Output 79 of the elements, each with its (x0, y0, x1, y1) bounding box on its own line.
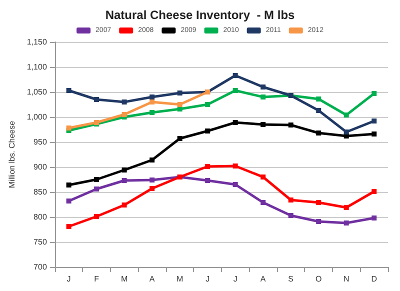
point (316, 130, 322, 136)
point (232, 88, 238, 93)
point (66, 224, 72, 229)
point (232, 120, 238, 125)
y-tick-label: 700 (34, 262, 48, 272)
x-tick-label: M (120, 274, 128, 284)
point (344, 112, 349, 118)
point (94, 186, 100, 192)
point (288, 198, 294, 202)
point (232, 73, 238, 78)
y-tick-label: 1,150 (26, 38, 48, 46)
point (177, 102, 182, 107)
x-tick-label: F (94, 274, 100, 284)
point (372, 118, 377, 124)
x-tick-label: M (176, 274, 184, 284)
y-tick-label: 1,000 (26, 112, 48, 122)
point (232, 164, 238, 168)
point (66, 88, 72, 93)
point (94, 214, 100, 219)
y-tick-label: 1,050 (26, 88, 48, 96)
y-tick-label: 800 (34, 212, 48, 222)
point (94, 177, 100, 182)
point (122, 202, 127, 208)
y-tick-label: 750 (34, 238, 48, 246)
point (150, 186, 155, 191)
x-tick-label: J (233, 274, 238, 284)
point (344, 205, 349, 210)
point (94, 97, 100, 102)
point (177, 136, 182, 141)
point (205, 178, 210, 183)
point (177, 90, 182, 96)
x-tick-label: O (315, 274, 322, 284)
chart-title: Natural Cheese Inventory - M lbs (105, 8, 296, 22)
point (122, 168, 127, 172)
point (260, 122, 266, 127)
point (372, 189, 377, 194)
point (122, 100, 127, 104)
x-tick-label: A (260, 274, 266, 284)
x-tick-label: S (288, 274, 294, 284)
point (372, 91, 377, 96)
point (316, 219, 322, 224)
point (232, 182, 238, 187)
point (150, 100, 155, 104)
point (260, 200, 266, 205)
point (66, 198, 72, 204)
x-tick-label: A (149, 274, 156, 284)
point (372, 132, 377, 136)
point (150, 94, 155, 100)
x-tick-label: J (206, 274, 210, 284)
point (122, 112, 127, 117)
point (205, 128, 210, 134)
x-tick-label: J (66, 274, 71, 284)
point (150, 110, 155, 115)
point (260, 174, 266, 180)
y-tick-label: 850 (34, 188, 48, 196)
point (316, 108, 322, 113)
y-tick-label: 900 (34, 162, 48, 172)
point (372, 216, 377, 220)
point (66, 126, 72, 130)
point (150, 158, 155, 162)
point (260, 94, 266, 100)
point (344, 220, 349, 226)
y-axis-title: Million lbs. Cheese (8, 120, 16, 188)
x-tick-label: N (343, 274, 350, 284)
point (177, 106, 182, 112)
point (344, 130, 349, 134)
point (316, 200, 322, 205)
point (260, 84, 266, 90)
point (122, 178, 127, 183)
point (205, 164, 210, 169)
x-tick-label: D (371, 274, 378, 284)
y-tick-label: 950 (34, 138, 48, 146)
y-tick-label: 1,100 (26, 62, 48, 72)
point (288, 122, 294, 128)
point (150, 178, 155, 182)
point (205, 102, 210, 107)
point (288, 213, 294, 218)
point (316, 96, 322, 102)
point (66, 182, 72, 188)
